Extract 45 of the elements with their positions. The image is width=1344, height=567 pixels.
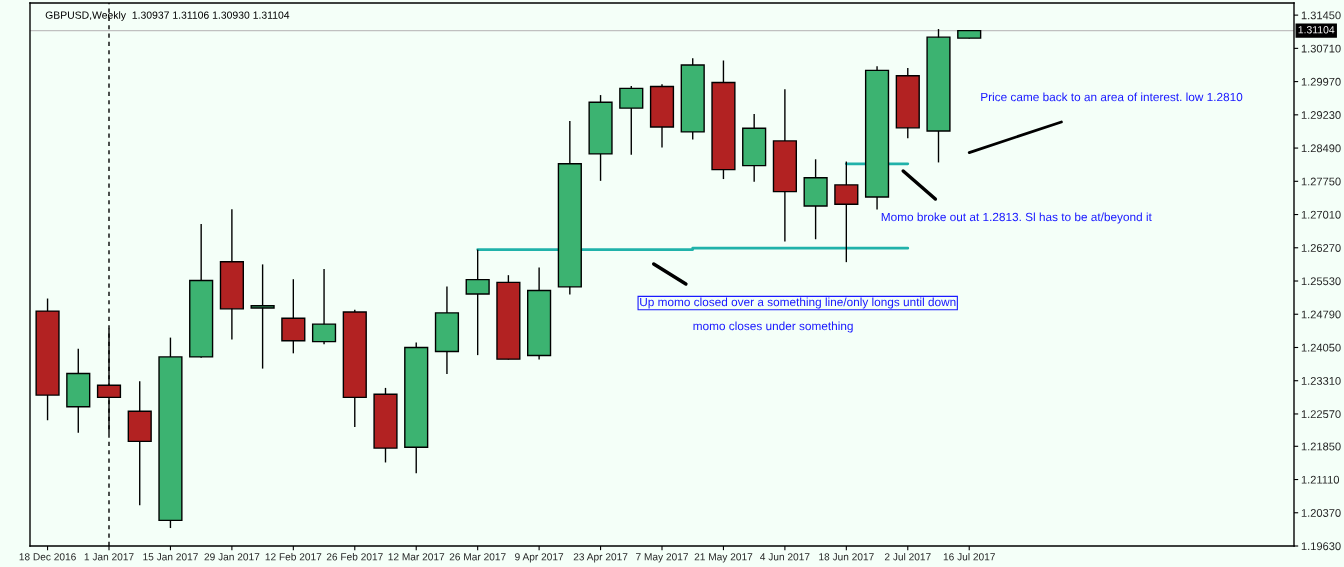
x-tick-label: 12 Mar 2017 [388, 553, 445, 561]
candlestick [619, 85, 644, 156]
y-tick-label: 1.21850 [1301, 442, 1341, 451]
y-tick-label: 1.31450 [1301, 11, 1341, 20]
x-tick-label: 2 Jul 2017 [884, 552, 931, 561]
x-tick-label: 18 Dec 2016 [19, 553, 76, 561]
annotation: momo closes under something [693, 321, 853, 333]
candlestick [281, 278, 306, 355]
y-tick-label: 1.24050 [1301, 343, 1341, 352]
ref-line-label: 1.31104 [1298, 26, 1335, 34]
y-tick-label: 1.28490 [1301, 144, 1341, 153]
x-tick-label: 18 Jun 2017 [819, 553, 874, 561]
y-tick-label: 1.24790 [1301, 310, 1341, 319]
x-tick-label: 4 Jun 2017 [760, 553, 810, 561]
x-tick-label: 7 May 2017 [636, 553, 688, 563]
x-tick-label: 16 Jul 2017 [943, 552, 995, 561]
x-tick-label: 9 Apr 2017 [515, 553, 564, 563]
text: GBPUSD,Weekly 1.30937 1.31106 1.30930 1.31104 [45, 11, 290, 21]
y-tick-label: 1.30710 [1301, 44, 1341, 53]
y-tick-label: 1.26270 [1301, 244, 1341, 252]
x-tick-label: 15 Jan 2017 [143, 553, 198, 561]
x-tick-label: 26 Feb 2017 [326, 552, 383, 561]
y-tick-label: 1.27750 [1301, 177, 1341, 186]
x-tick-label: 1 Jan 2017 [84, 553, 134, 561]
y-tick-label: 1.22570 [1301, 410, 1341, 419]
x-tick-label: 23 Apr 2017 [573, 553, 628, 563]
candlestick [311, 268, 337, 346]
y-tick-label: 1.25530 [1301, 277, 1341, 286]
y-tick-label: 1.20370 [1301, 509, 1341, 517]
candlestick [250, 263, 275, 370]
x-tick-label: 21 May 2017 [694, 553, 753, 563]
y-tick-label: 1.19630 [1301, 542, 1341, 551]
x-tick-label: 29 Jan 2017 [204, 553, 260, 561]
y-tick-label: 1.29970 [1301, 77, 1341, 86]
annotation: Momo broke out at 1.2813. Sl has to be at/beyond it [881, 212, 1152, 224]
candlestick [834, 160, 859, 263]
y-tick-label: 1.21110 [1301, 475, 1340, 484]
x-tick-label: 12 Feb 2017 [265, 552, 322, 561]
annotation: Price came back to an area of interest. low 1.2810 [981, 92, 1243, 102]
y-tick-label: 1.27010 [1301, 210, 1341, 219]
x-tick-label: 26 Mar 2017 [449, 553, 506, 561]
annotation: Up momo closed over a something line/only longs until down [640, 297, 956, 309]
y-tick-label: 1.23310 [1301, 376, 1341, 385]
y-tick-label: 1.29230 [1301, 111, 1341, 119]
candlestick [465, 248, 490, 356]
